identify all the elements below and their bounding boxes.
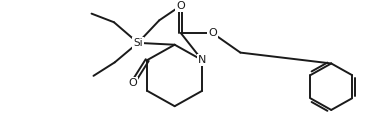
Text: N: N [198, 55, 206, 65]
Text: Si: Si [133, 38, 143, 48]
Text: O: O [177, 1, 185, 11]
Text: O: O [208, 28, 217, 38]
Text: O: O [128, 78, 137, 88]
